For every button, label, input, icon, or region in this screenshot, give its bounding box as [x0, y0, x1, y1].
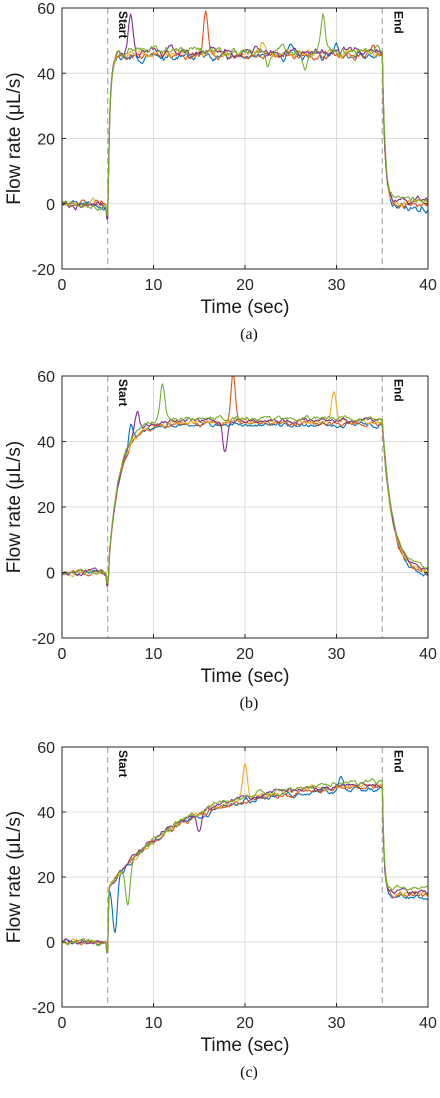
chart-panel-b: Start End -20 0 20 40 60 0 10 20 30 40 T…: [4, 369, 437, 712]
end-label: End: [391, 750, 405, 773]
tick-marks: [61, 746, 429, 1008]
x-tick-label: 20: [236, 277, 254, 294]
y-tick-label: 60: [37, 369, 55, 386]
tick-marks: [61, 375, 429, 639]
y-tick-label: 20: [37, 870, 55, 887]
x-tick-label: 40: [419, 646, 437, 663]
panel-caption: (a): [240, 326, 258, 343]
chart-panel-a: Start End -20 0 20 40 60 0 10 20 30 40 T…: [4, 1, 437, 343]
panel-caption: (c): [240, 1064, 258, 1081]
x-tick-label: 40: [419, 277, 437, 294]
x-axis-label: Time (sec): [200, 297, 289, 318]
series-line: [62, 13, 428, 217]
series-lines: [62, 376, 428, 587]
y-tick-label: 20: [37, 132, 55, 149]
x-tick-label: 0: [58, 1015, 67, 1032]
y-tick-label: 0: [46, 566, 55, 583]
series-line: [62, 410, 428, 587]
series-line: [62, 376, 428, 586]
x-tick-label: 0: [58, 277, 67, 294]
x-tick-label: 40: [419, 1015, 437, 1032]
start-label: Start: [116, 11, 130, 38]
series-lines: [62, 763, 428, 954]
y-tick-label: 40: [37, 805, 55, 822]
tick-marks: [61, 7, 429, 270]
x-tick-label: 30: [328, 1015, 346, 1032]
y-tick-label: 40: [37, 66, 55, 83]
x-tick-label: 10: [145, 277, 163, 294]
y-tick-label: 60: [37, 740, 55, 757]
series-lines: [62, 10, 428, 220]
y-tick-label: -20: [32, 631, 55, 648]
y-tick-label: 40: [37, 435, 55, 452]
series-line: [62, 777, 428, 954]
series-line: [62, 42, 428, 215]
end-label: End: [391, 11, 405, 34]
x-tick-label: 20: [236, 646, 254, 663]
y-tick-label: 60: [37, 1, 55, 18]
x-tick-label: 0: [58, 646, 67, 663]
series-line: [62, 383, 428, 584]
x-tick-label: 10: [145, 1015, 163, 1032]
y-tick-label: -20: [32, 262, 55, 279]
y-tick-label: 20: [37, 500, 55, 517]
x-tick-label: 10: [145, 646, 163, 663]
x-axis-label: Time (sec): [200, 1035, 289, 1056]
panel-caption: (b): [240, 695, 259, 712]
chart-panel-c: Start End -20 0 20 40 60 0 10 20 30 40 T…: [4, 740, 437, 1081]
x-tick-label: 30: [328, 646, 346, 663]
start-label: Start: [116, 750, 130, 777]
x-axis-label: Time (sec): [200, 666, 289, 687]
grid-lines: [62, 8, 428, 269]
y-axis-label: Flow rate (μL/s): [4, 811, 25, 943]
end-label: End: [391, 379, 405, 402]
y-tick-label: 0: [46, 935, 55, 952]
y-axis-label: Flow rate (μL/s): [4, 72, 25, 204]
grid-lines: [62, 376, 428, 638]
grid-lines: [62, 747, 428, 1007]
x-tick-label: 20: [236, 1015, 254, 1032]
start-label: Start: [116, 379, 130, 406]
y-axis-label: Flow rate (μL/s): [4, 441, 25, 573]
y-tick-label: -20: [32, 1000, 55, 1017]
x-tick-label: 30: [328, 277, 346, 294]
y-tick-label: 0: [46, 197, 55, 214]
